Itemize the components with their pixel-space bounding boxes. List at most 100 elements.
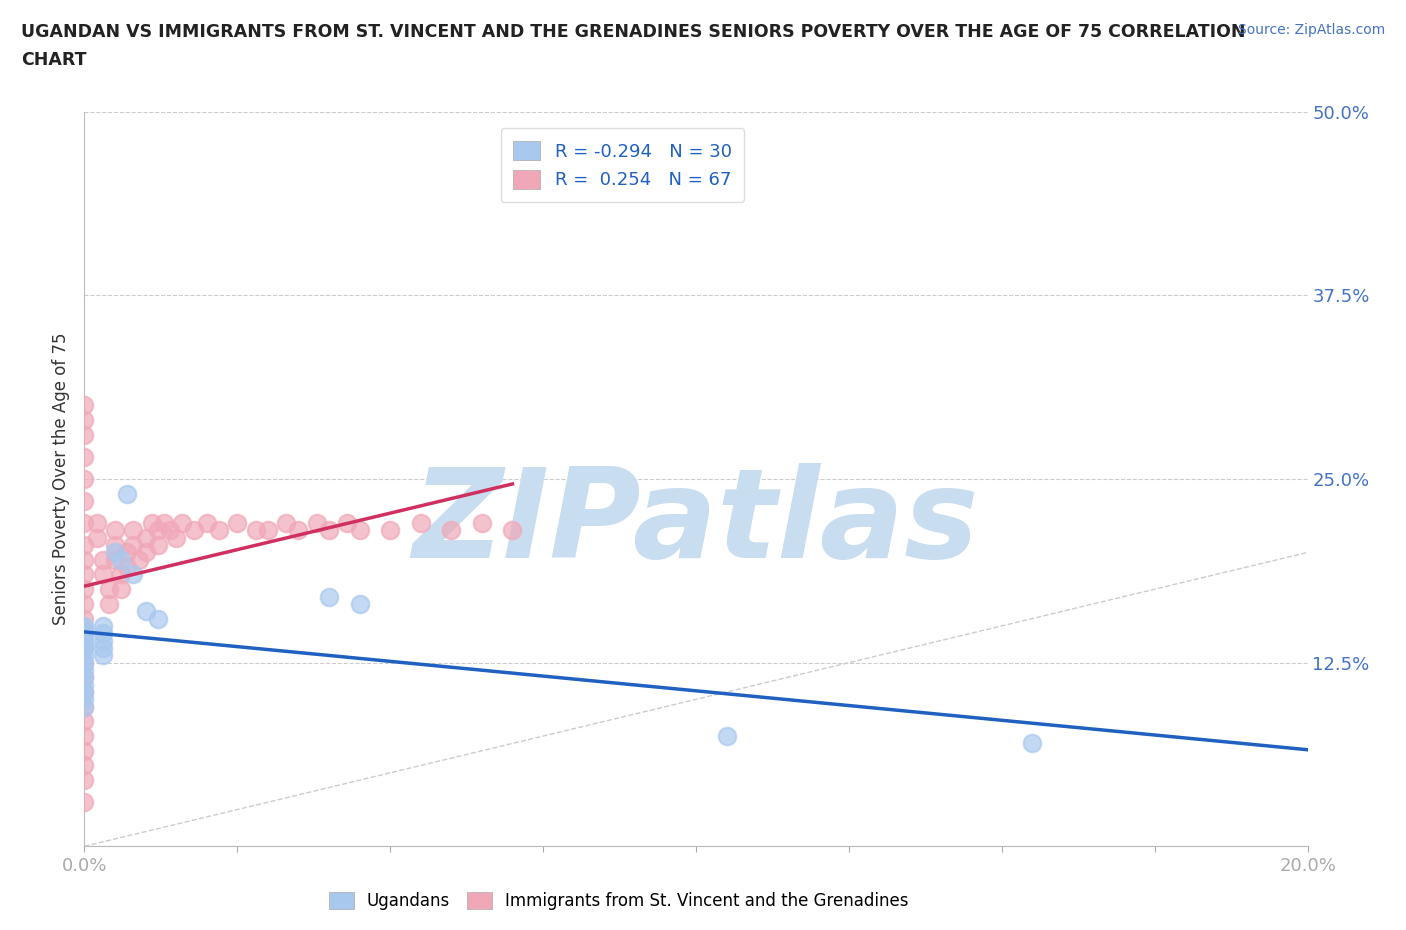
Point <box>91 633 114 648</box>
Point <box>86 530 108 545</box>
Point <box>287 523 309 538</box>
Point <box>73 699 96 714</box>
Point <box>73 621 96 636</box>
Point <box>73 670 96 684</box>
Point <box>380 523 402 538</box>
Point <box>115 560 138 575</box>
Point <box>440 523 463 538</box>
Y-axis label: Seniors Poverty Over the Age of 75: Seniors Poverty Over the Age of 75 <box>52 333 70 625</box>
Point <box>73 633 96 648</box>
Point <box>73 773 96 788</box>
Point <box>73 582 96 597</box>
Point <box>172 515 194 530</box>
Point <box>73 684 96 699</box>
Point <box>73 515 96 530</box>
Point <box>110 552 132 567</box>
Point <box>245 523 267 538</box>
Point <box>257 523 280 538</box>
Point <box>195 515 218 530</box>
Point <box>91 552 114 567</box>
Point <box>159 523 181 538</box>
Point <box>146 611 169 626</box>
Text: Source: ZipAtlas.com: Source: ZipAtlas.com <box>1237 23 1385 37</box>
Point <box>141 515 163 530</box>
Point <box>73 699 96 714</box>
Point <box>110 567 132 582</box>
Point <box>73 641 96 656</box>
Point <box>86 515 108 530</box>
Point <box>73 567 96 582</box>
Point <box>318 523 340 538</box>
Point <box>73 618 96 633</box>
Point <box>73 449 96 464</box>
Point <box>183 523 205 538</box>
Point <box>73 596 96 611</box>
Point <box>226 515 249 530</box>
Point <box>104 538 127 552</box>
Point <box>122 523 145 538</box>
Legend: R = -0.294   N = 30, R =  0.254   N = 67: R = -0.294 N = 30, R = 0.254 N = 67 <box>501 128 745 202</box>
Point <box>91 567 114 582</box>
Point <box>73 626 96 641</box>
Point <box>73 611 96 626</box>
Point <box>97 582 120 597</box>
Point <box>135 604 157 618</box>
Point <box>73 648 96 663</box>
Point <box>305 515 328 530</box>
Point <box>73 743 96 758</box>
Point <box>73 795 96 810</box>
Point <box>73 758 96 773</box>
Point <box>122 538 145 552</box>
Point <box>104 552 127 567</box>
Point <box>146 538 169 552</box>
Point <box>115 545 138 560</box>
Point <box>409 515 432 530</box>
Point <box>1021 736 1043 751</box>
Point <box>104 523 127 538</box>
Point <box>115 486 138 501</box>
Point <box>73 428 96 443</box>
Point <box>73 398 96 413</box>
Point <box>716 729 738 744</box>
Point <box>104 545 127 560</box>
Point <box>110 582 132 597</box>
Point <box>128 552 150 567</box>
Point <box>73 656 96 671</box>
Point <box>146 523 169 538</box>
Point <box>73 641 96 656</box>
Text: CHART: CHART <box>21 51 87 69</box>
Text: UGANDAN VS IMMIGRANTS FROM ST. VINCENT AND THE GRENADINES SENIORS POVERTY OVER T: UGANDAN VS IMMIGRANTS FROM ST. VINCENT A… <box>21 23 1246 41</box>
Point <box>122 567 145 582</box>
Point <box>153 515 176 530</box>
Point <box>276 515 298 530</box>
Point <box>135 530 157 545</box>
Text: ZIPatlas: ZIPatlas <box>413 462 979 583</box>
Point <box>73 636 96 651</box>
Point <box>349 596 371 611</box>
Point <box>97 596 120 611</box>
Point <box>73 494 96 509</box>
Point <box>471 515 494 530</box>
Point <box>91 618 114 633</box>
Point <box>91 648 114 663</box>
Point <box>73 626 96 641</box>
Point <box>73 714 96 729</box>
Point <box>73 656 96 671</box>
Point <box>318 589 340 604</box>
Point <box>502 523 524 538</box>
Point <box>135 545 157 560</box>
Point <box>208 523 231 538</box>
Point <box>73 552 96 567</box>
Point <box>73 662 96 677</box>
Point <box>336 515 359 530</box>
Point <box>73 684 96 699</box>
Point <box>349 523 371 538</box>
Point <box>73 692 96 707</box>
Point <box>73 472 96 486</box>
Point <box>73 413 96 428</box>
Point <box>73 538 96 552</box>
Point <box>73 670 96 684</box>
Point <box>91 641 114 656</box>
Legend: Ugandans, Immigrants from St. Vincent and the Grenadines: Ugandans, Immigrants from St. Vincent an… <box>322 885 915 917</box>
Point <box>91 626 114 641</box>
